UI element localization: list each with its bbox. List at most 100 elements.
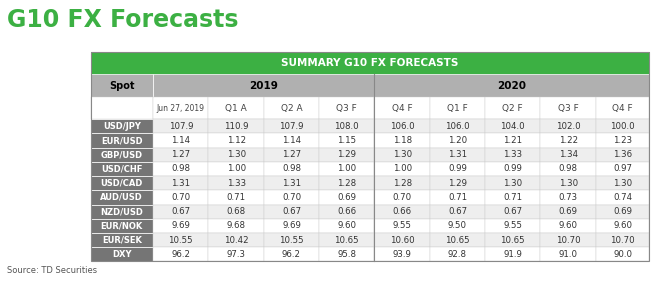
Text: EUR/NOK: EUR/NOK xyxy=(101,221,143,230)
Text: Q1 F: Q1 F xyxy=(447,104,468,113)
Text: 96.2: 96.2 xyxy=(171,250,190,259)
Text: 1.15: 1.15 xyxy=(337,136,356,145)
Text: 1.27: 1.27 xyxy=(171,150,190,159)
Text: 1.00: 1.00 xyxy=(392,164,412,173)
Text: 1.31: 1.31 xyxy=(282,179,301,188)
Text: GBP/USD: GBP/USD xyxy=(101,150,143,159)
Text: 10.42: 10.42 xyxy=(224,235,249,244)
Text: 1.27: 1.27 xyxy=(282,150,301,159)
Text: 2019: 2019 xyxy=(249,81,278,91)
Text: 9.55: 9.55 xyxy=(393,221,411,230)
Text: 1.30: 1.30 xyxy=(613,179,632,188)
Text: 1.30: 1.30 xyxy=(558,179,578,188)
Text: Q2 A: Q2 A xyxy=(281,104,302,113)
Text: 1.30: 1.30 xyxy=(503,179,522,188)
Text: 0.69: 0.69 xyxy=(559,207,578,216)
Text: 0.69: 0.69 xyxy=(337,193,356,202)
Text: Q3 F: Q3 F xyxy=(337,104,357,113)
Text: 93.9: 93.9 xyxy=(393,250,411,259)
Text: 1.33: 1.33 xyxy=(503,150,522,159)
Text: 104.0: 104.0 xyxy=(501,122,525,131)
Text: 1.33: 1.33 xyxy=(226,179,246,188)
Text: 0.70: 0.70 xyxy=(392,193,412,202)
Text: NZD/USD: NZD/USD xyxy=(100,207,143,216)
Text: 102.0: 102.0 xyxy=(556,122,581,131)
Text: 9.50: 9.50 xyxy=(448,221,467,230)
Text: Q1 A: Q1 A xyxy=(225,104,247,113)
Text: 0.67: 0.67 xyxy=(282,207,301,216)
Text: USD/JPY: USD/JPY xyxy=(103,122,141,131)
Text: 1.20: 1.20 xyxy=(448,136,467,145)
Text: 1.00: 1.00 xyxy=(226,164,246,173)
Text: 10.55: 10.55 xyxy=(279,235,304,244)
Text: 90.0: 90.0 xyxy=(613,250,632,259)
Text: 1.29: 1.29 xyxy=(448,179,467,188)
Text: 0.66: 0.66 xyxy=(337,207,356,216)
Text: 9.60: 9.60 xyxy=(613,221,632,230)
Text: Q4 F: Q4 F xyxy=(612,104,633,113)
Text: 10.70: 10.70 xyxy=(610,235,635,244)
Text: 107.9: 107.9 xyxy=(279,122,304,131)
Text: 0.98: 0.98 xyxy=(171,164,190,173)
Text: 1.12: 1.12 xyxy=(226,136,246,145)
Text: 0.70: 0.70 xyxy=(171,193,190,202)
Text: 107.9: 107.9 xyxy=(169,122,193,131)
Text: 110.9: 110.9 xyxy=(224,122,249,131)
Text: DXY: DXY xyxy=(112,250,132,259)
Text: 0.97: 0.97 xyxy=(613,164,632,173)
Text: USD/CAD: USD/CAD xyxy=(100,179,143,188)
Text: 10.60: 10.60 xyxy=(390,235,415,244)
Text: Jun 27, 2019: Jun 27, 2019 xyxy=(157,104,205,113)
Text: G10 FX Forecasts: G10 FX Forecasts xyxy=(7,8,238,32)
Text: 1.23: 1.23 xyxy=(613,136,632,145)
Text: 9.69: 9.69 xyxy=(171,221,190,230)
Text: 91.9: 91.9 xyxy=(503,250,522,259)
Text: 9.60: 9.60 xyxy=(337,221,356,230)
Text: 9.55: 9.55 xyxy=(503,221,522,230)
Text: 2020: 2020 xyxy=(497,81,527,91)
Text: 9.69: 9.69 xyxy=(282,221,301,230)
Text: 1.18: 1.18 xyxy=(392,136,412,145)
Text: 10.65: 10.65 xyxy=(445,235,470,244)
Text: 0.74: 0.74 xyxy=(613,193,632,202)
Text: 0.69: 0.69 xyxy=(613,207,632,216)
Text: 9.68: 9.68 xyxy=(226,221,245,230)
Text: EUR/USD: EUR/USD xyxy=(101,136,142,145)
Text: 0.98: 0.98 xyxy=(559,164,578,173)
Text: AUD/USD: AUD/USD xyxy=(100,193,143,202)
Text: 1.28: 1.28 xyxy=(392,179,412,188)
Text: USD/CHF: USD/CHF xyxy=(101,164,142,173)
Text: 96.2: 96.2 xyxy=(282,250,301,259)
Text: 106.0: 106.0 xyxy=(445,122,470,131)
Text: 1.21: 1.21 xyxy=(503,136,522,145)
Text: Q2 F: Q2 F xyxy=(502,104,523,113)
Text: 1.30: 1.30 xyxy=(392,150,412,159)
Text: 1.14: 1.14 xyxy=(171,136,190,145)
Text: 1.30: 1.30 xyxy=(226,150,246,159)
Text: 1.36: 1.36 xyxy=(613,150,632,159)
Text: 1.00: 1.00 xyxy=(337,164,356,173)
Text: 0.73: 0.73 xyxy=(558,193,578,202)
Text: 108.0: 108.0 xyxy=(335,122,359,131)
Text: Q3 F: Q3 F xyxy=(558,104,579,113)
Text: 0.67: 0.67 xyxy=(448,207,467,216)
Text: 0.71: 0.71 xyxy=(503,193,522,202)
Text: 1.22: 1.22 xyxy=(558,136,578,145)
Text: 0.71: 0.71 xyxy=(226,193,246,202)
Text: 0.99: 0.99 xyxy=(503,164,522,173)
Text: 106.0: 106.0 xyxy=(390,122,415,131)
Text: 97.3: 97.3 xyxy=(226,250,245,259)
Text: EUR/SEK: EUR/SEK xyxy=(102,235,142,244)
Text: Spot: Spot xyxy=(109,81,134,91)
Text: 1.31: 1.31 xyxy=(171,179,190,188)
Text: Source: TD Securities: Source: TD Securities xyxy=(7,266,96,275)
Text: 0.67: 0.67 xyxy=(171,207,190,216)
Text: 0.71: 0.71 xyxy=(448,193,467,202)
Text: 1.34: 1.34 xyxy=(558,150,578,159)
Text: Q4 F: Q4 F xyxy=(392,104,413,113)
Text: 10.55: 10.55 xyxy=(169,235,193,244)
Text: 1.29: 1.29 xyxy=(337,150,356,159)
Text: 1.28: 1.28 xyxy=(337,179,356,188)
Text: 10.65: 10.65 xyxy=(501,235,525,244)
Text: 10.65: 10.65 xyxy=(335,235,359,244)
